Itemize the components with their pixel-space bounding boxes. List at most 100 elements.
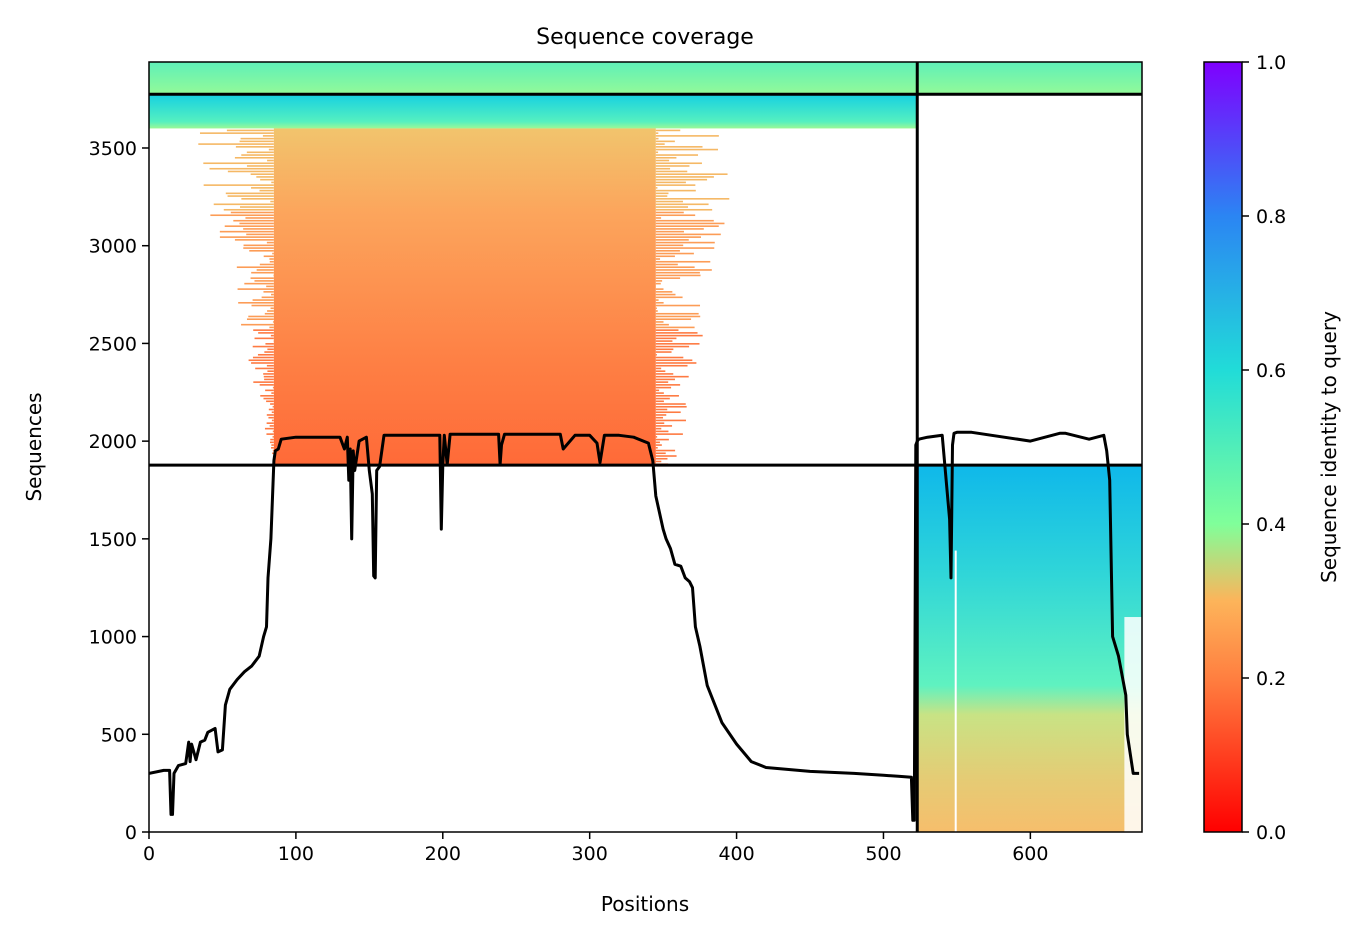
heatmap-edge-row — [656, 411, 681, 413]
heatmap-edge-row — [271, 307, 274, 309]
heatmap-edge-row — [656, 357, 684, 359]
heatmap-edge-row — [656, 280, 662, 282]
heatmap-edge-row — [656, 217, 661, 219]
heatmap-edge-row — [231, 212, 274, 214]
heatmap-edge-row — [269, 327, 273, 329]
heatmap-edge-row — [656, 231, 684, 233]
heatmap-edge-row — [656, 141, 675, 143]
heatmap-edge-row — [656, 414, 666, 416]
heatmap-edge-row — [656, 318, 691, 320]
heatmap-edge-row — [258, 354, 274, 356]
heatmap-edge-row — [656, 422, 664, 424]
heatmap-edge-row — [656, 381, 668, 383]
heatmap-edge-row — [656, 428, 661, 430]
heatmap-edge-row — [240, 206, 274, 208]
heatmap-edge-row — [241, 138, 274, 140]
heatmap-edge-row — [263, 291, 273, 293]
heatmap-edge-row — [656, 258, 660, 260]
heatmap-edge-row — [238, 288, 274, 290]
heatmap-edge-row — [656, 138, 659, 140]
heatmap-edge-row — [656, 370, 666, 372]
heatmap-edge-row — [241, 324, 274, 326]
heatmap-edge-row — [656, 338, 677, 340]
heatmap-edge-row — [239, 223, 273, 225]
heatmap-edge-row — [266, 286, 274, 288]
heatmap-edge-row — [656, 198, 730, 200]
heatmap-edge-row — [656, 384, 680, 386]
heatmap-block — [149, 62, 917, 94]
heatmap-edge-row — [235, 239, 274, 241]
heatmap-edge-row — [656, 316, 700, 318]
heatmap-edge-row — [269, 409, 274, 411]
heatmap-edge-row — [271, 447, 274, 449]
heatmap-edge-row — [267, 365, 274, 367]
heatmap-edge-row — [656, 272, 700, 274]
heatmap-edge-row — [656, 253, 694, 255]
heatmap-edge-row — [220, 236, 274, 238]
heatmap-edge-row — [656, 417, 663, 419]
heatmap-edge-row — [656, 442, 660, 444]
x-tick-label: 0 — [143, 843, 155, 865]
x-tick-label: 200 — [425, 843, 461, 865]
heatmap-edge-row — [265, 390, 274, 392]
heatmap-edge-row — [656, 228, 704, 230]
heatmap-edge-row — [656, 346, 689, 348]
heatmap-edge-row — [267, 160, 274, 162]
heatmap-edge-row — [656, 220, 714, 222]
heatmap-edge-row — [656, 373, 673, 375]
heatmap-edge-row — [251, 362, 274, 364]
heatmap-edge-row — [656, 239, 689, 241]
heatmap-edge-row — [656, 214, 695, 216]
heatmap-edge-row — [267, 310, 274, 312]
heatmap-edge-row — [249, 250, 274, 252]
heatmap-edge-row — [656, 425, 672, 427]
heatmap-edge-row — [225, 225, 274, 227]
heatmap-edge-row — [656, 403, 686, 405]
heatmap-edge-row — [210, 168, 274, 170]
heatmap-edge-row — [656, 203, 709, 205]
heatmap-edge-row — [656, 143, 665, 145]
heatmap-edge-row — [249, 359, 274, 361]
heatmap-edge-row — [656, 132, 659, 134]
heatmap-edge-row — [269, 149, 274, 151]
heatmap-edge-row — [235, 157, 274, 159]
heatmap-edge-row — [255, 368, 274, 370]
colorbar-tick-label: 0.8 — [1256, 206, 1286, 228]
heatmap-edge-row — [656, 234, 721, 236]
heatmap-edge-row — [656, 223, 725, 225]
heatmap-edge-row — [656, 149, 718, 151]
heatmap-edge-row — [266, 433, 273, 435]
heatmap-edge-row — [272, 411, 274, 413]
heatmap-edge-row — [251, 272, 274, 274]
heatmap-edge-row — [272, 253, 274, 255]
heatmap-edge-row — [656, 225, 719, 227]
heatmap-edge-row — [210, 214, 274, 216]
heatmap-edge-row — [270, 403, 274, 405]
heatmap-edge-row — [656, 433, 683, 435]
y-tick-label: 3500 — [89, 138, 137, 160]
heatmap-edge-row — [233, 220, 274, 222]
x-tick-label: 600 — [1012, 843, 1048, 865]
heatmap-edge-row — [263, 135, 274, 137]
heatmap-edge-row — [204, 184, 274, 186]
heatmap-edge-row — [656, 444, 662, 446]
colorbar-tick-label: 1.0 — [1256, 52, 1286, 74]
y-tick-label: 0 — [125, 822, 137, 844]
heatmap-edge-row — [270, 201, 274, 203]
heatmap-edge-row — [273, 436, 274, 438]
heatmap-edge-row — [656, 359, 693, 361]
heatmap-edge-row — [273, 387, 274, 389]
heatmap-edge-row — [246, 234, 274, 236]
x-tick-label: 300 — [572, 843, 608, 865]
heatmap-edge-row — [270, 425, 274, 427]
heatmap-edge-row — [656, 250, 680, 252]
heatmap-edge-row — [656, 439, 669, 441]
heatmap-edge-row — [264, 379, 274, 381]
heatmap-edge-row — [273, 431, 274, 433]
heatmap-edge-row — [656, 206, 688, 208]
heatmap-edge-row — [237, 266, 274, 268]
heatmap-edge-row — [656, 409, 667, 411]
heatmap-edge-row — [656, 269, 712, 271]
